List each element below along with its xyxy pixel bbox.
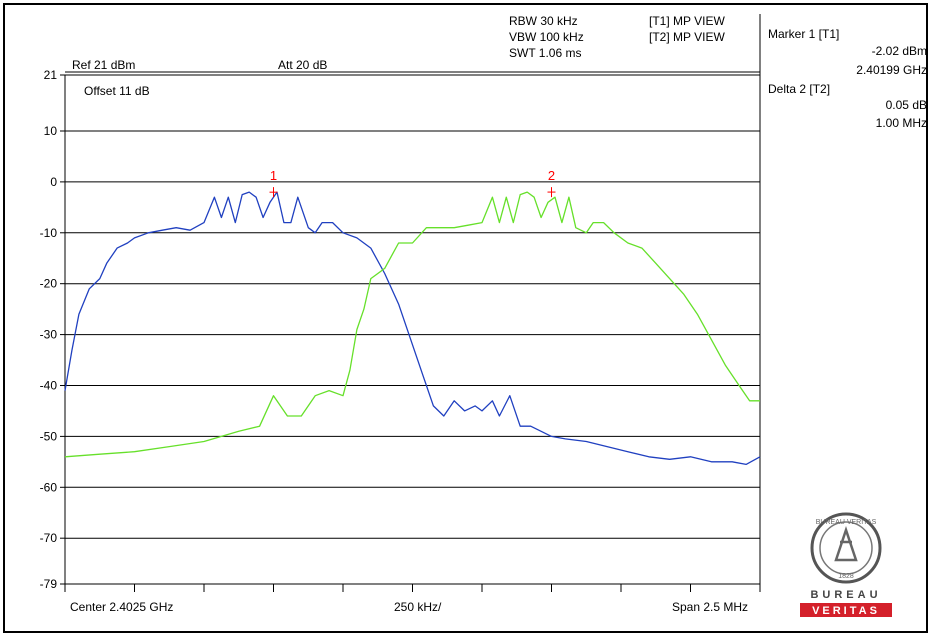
delta2-title: Delta 2 [T2] — [768, 82, 831, 96]
y-tick-label: -30 — [40, 328, 58, 342]
y-tick-label: -79 — [40, 577, 58, 591]
delta2-level: 0.05 dB — [885, 98, 927, 112]
span-label: Span 2.5 MHz — [672, 600, 749, 614]
attenuation-label: Att 20 dB — [278, 58, 328, 72]
marker-2-label: 2 — [548, 168, 555, 183]
bureau-veritas-logo: BUREAU VERITAS 1828 BUREAU VERITAS — [800, 512, 892, 617]
y-tick-label: 0 — [50, 175, 57, 189]
y-tick-label: -60 — [40, 480, 58, 494]
y-tick-label: -10 — [40, 226, 58, 240]
logo-word-bureau: BUREAU — [810, 589, 881, 601]
marker1-level: -2.02 dBm — [871, 44, 927, 58]
rbw-label: RBW 30 kHz — [509, 14, 578, 28]
y-tick-label: 10 — [44, 124, 58, 138]
marker1-title: Marker 1 [T1] — [768, 27, 840, 41]
trace2-mode-label: [T2] MP VIEW — [649, 30, 725, 44]
analyzer-frame — [3, 3, 928, 633]
trace1-mode-label: [T1] MP VIEW — [649, 14, 725, 28]
trace2-line — [64, 191, 760, 458]
delta2-frequency: 1.00 MHz — [875, 116, 927, 130]
center-frequency-label: Center 2.4025 GHz — [70, 600, 174, 614]
marker1-frequency: 2.40199 GHz — [856, 63, 927, 77]
y-tick-label: -70 — [40, 531, 58, 545]
vbw-label: VBW 100 kHz — [509, 30, 584, 44]
marker-1-label: 1 — [270, 168, 277, 183]
span-per-division-label: 250 kHz/ — [394, 600, 442, 614]
y-tick-label: -50 — [40, 429, 58, 443]
y-tick-label: -20 — [40, 277, 58, 291]
offset-label: Offset 11 dB — [84, 84, 150, 98]
y-tick-label: 21 — [44, 68, 58, 82]
logo-word-veritas: VERITAS — [812, 605, 880, 617]
plot-border — [64, 74, 761, 585]
logo-year-text: 1828 — [838, 573, 854, 580]
swt-label: SWT 1.06 ms — [509, 46, 582, 60]
y-tick-label: -40 — [40, 378, 58, 392]
logo-ring-text: BUREAU VERITAS — [816, 519, 877, 526]
ref-level-label: Ref 21 dBm — [72, 58, 136, 72]
trace1-line — [64, 191, 761, 466]
